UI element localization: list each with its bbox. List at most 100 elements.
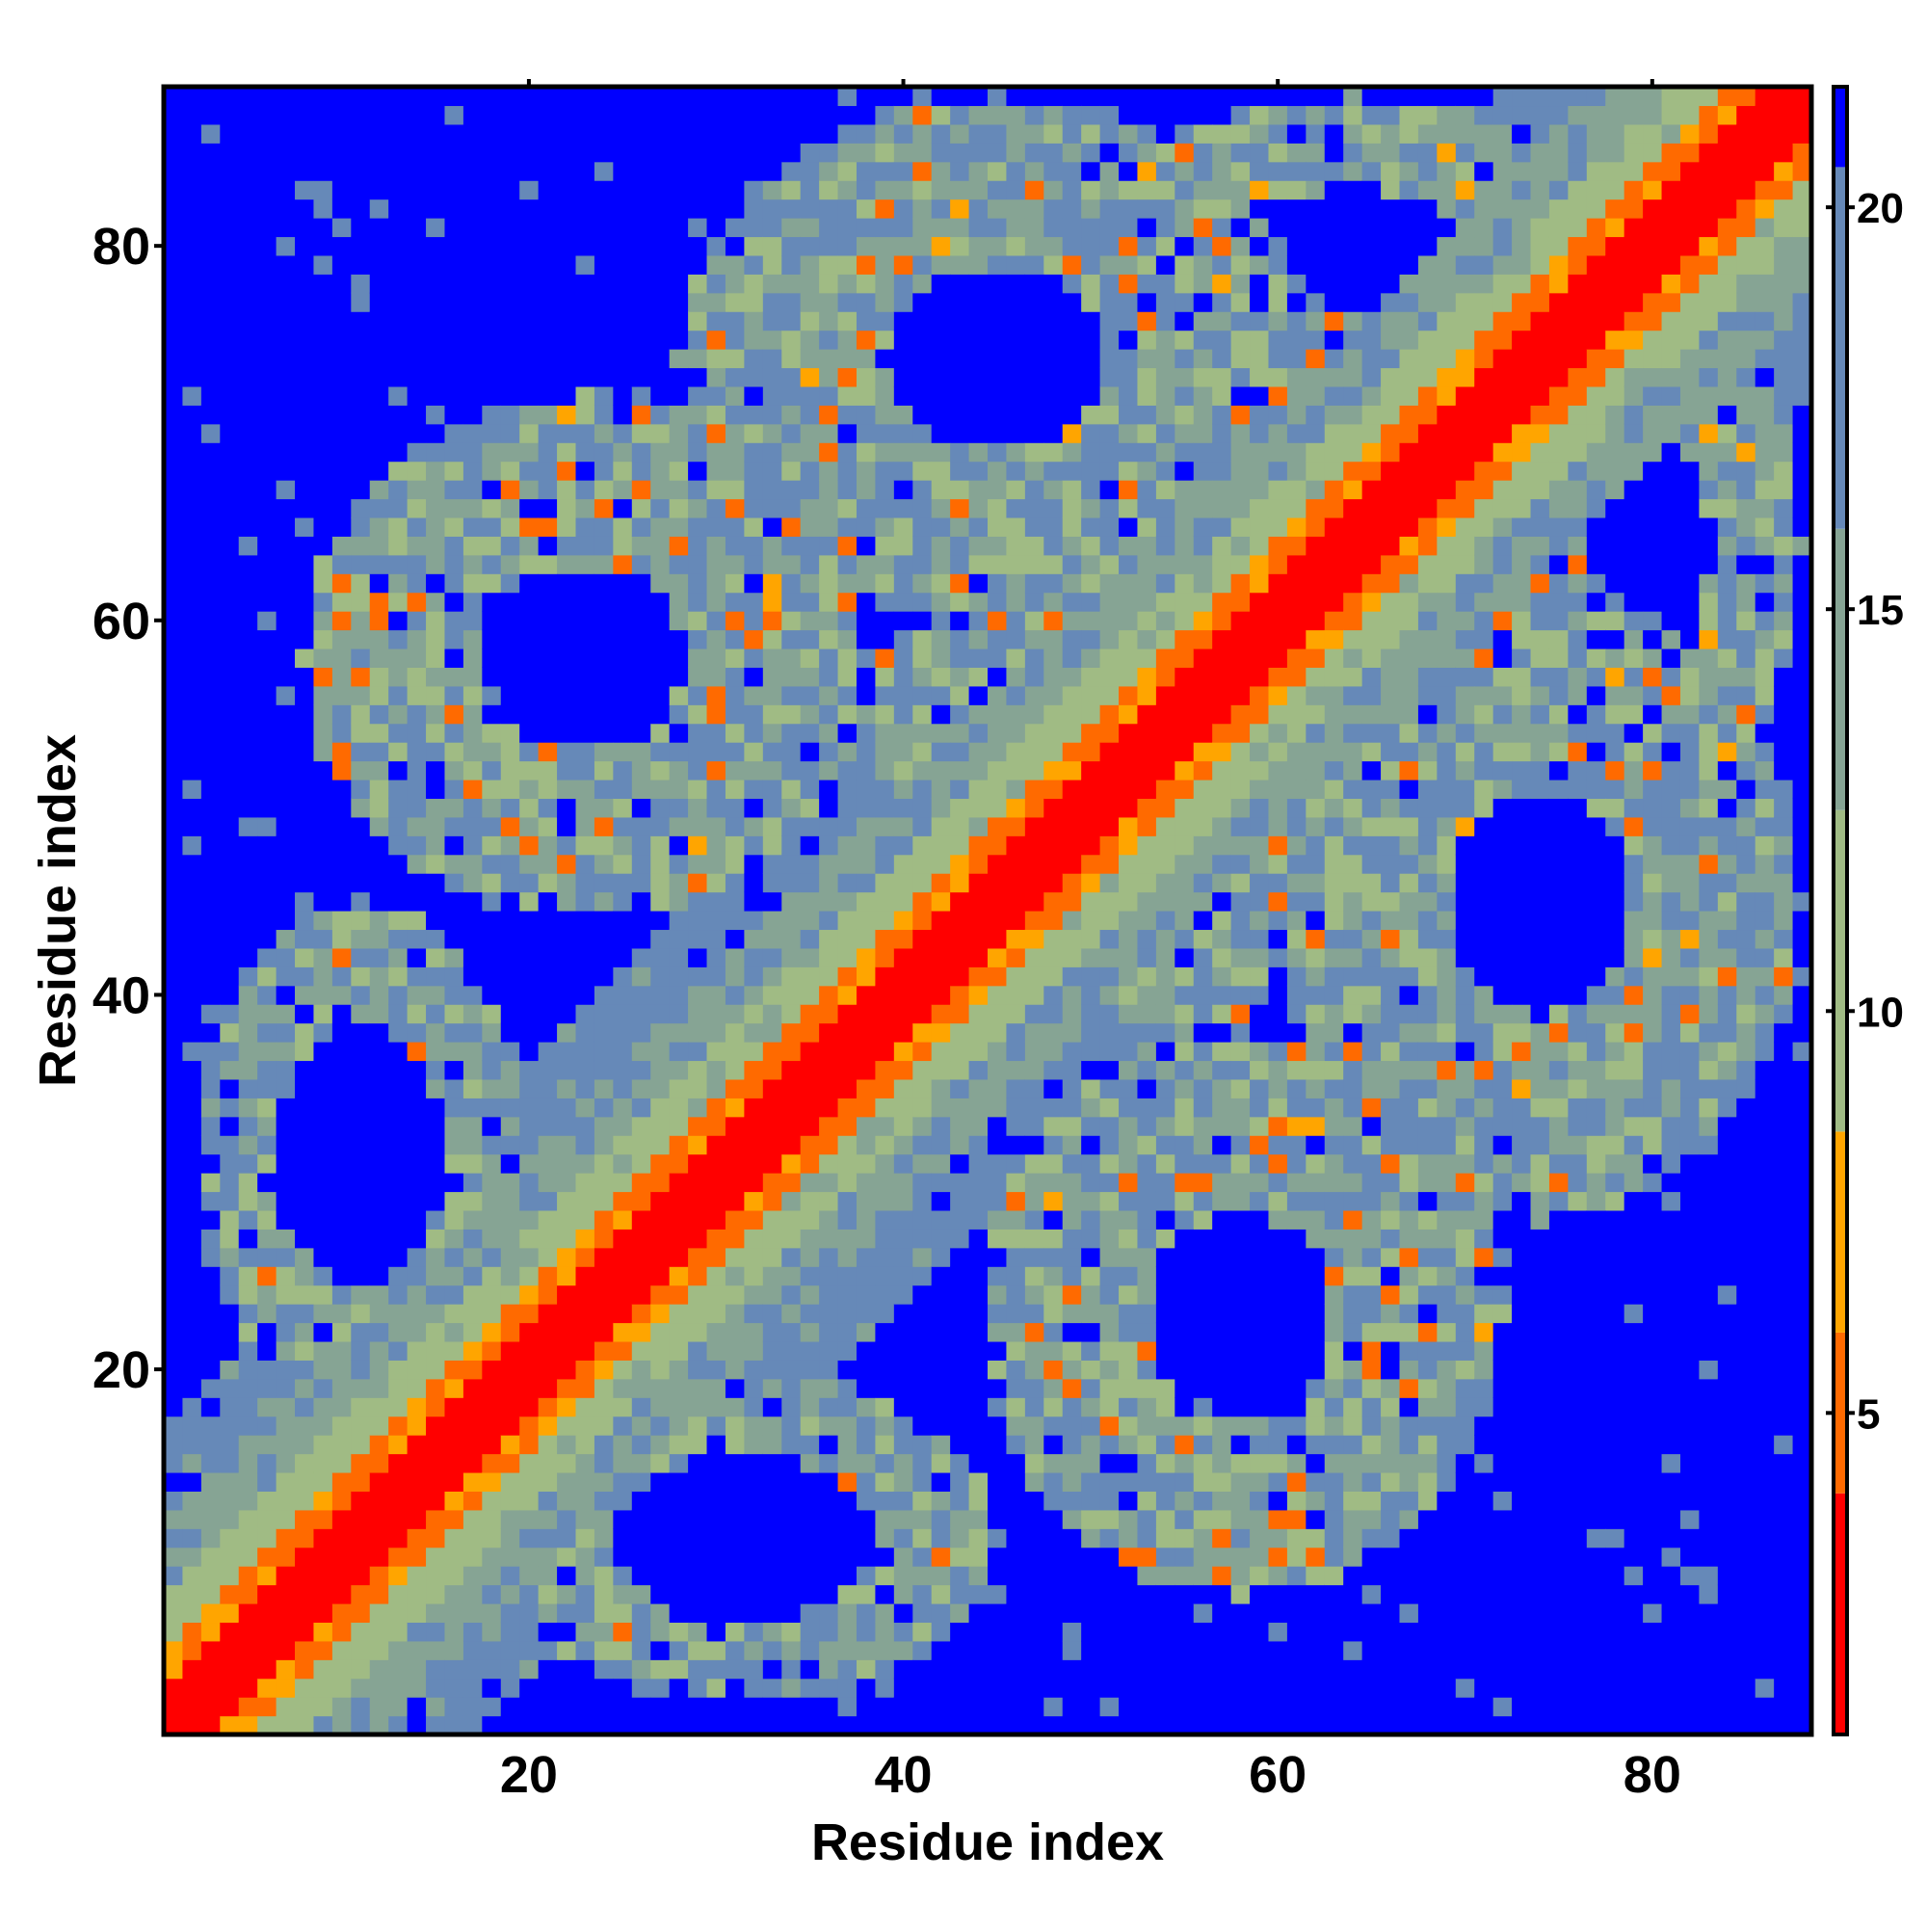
heatmap-cell (1099, 311, 1120, 331)
heatmap-cell (762, 554, 782, 574)
heatmap-cell (1099, 1509, 1120, 1529)
heatmap-cell (912, 87, 933, 107)
heatmap-cell (1155, 1135, 1175, 1155)
heatmap-cell (1062, 1659, 1082, 1680)
heatmap-cell (538, 1435, 558, 1455)
heatmap-cell (762, 254, 782, 275)
heatmap-cell (968, 1360, 989, 1380)
heatmap-cell (1062, 611, 1082, 631)
heatmap-cell (462, 1360, 483, 1380)
heatmap-cell (257, 1266, 277, 1286)
heatmap-cell (650, 1284, 671, 1305)
heatmap-cell (164, 611, 184, 631)
heatmap-cell (238, 1247, 258, 1267)
heatmap-cell (1099, 423, 1120, 443)
heatmap-cell (388, 611, 409, 631)
heatmap-cell (500, 1098, 520, 1118)
heatmap-cell (856, 1435, 877, 1455)
heatmap-cell (688, 180, 708, 200)
heatmap-cell (650, 1135, 671, 1155)
heatmap-cell (182, 1173, 202, 1193)
heatmap-cell (1155, 349, 1175, 369)
heatmap-cell (276, 1547, 296, 1567)
heatmap-cell (331, 1547, 352, 1567)
heatmap-cell (893, 1584, 913, 1604)
heatmap-cell (462, 891, 483, 912)
heatmap-cell (912, 723, 933, 743)
heatmap-cell (1119, 1209, 1139, 1230)
heatmap-cell (594, 123, 614, 144)
heatmap-cell (200, 311, 221, 331)
heatmap-cell (650, 1453, 671, 1473)
heatmap-cell (837, 498, 858, 518)
heatmap-cell (912, 1602, 933, 1624)
heatmap-cell (426, 442, 446, 463)
heatmap-cell (257, 1209, 277, 1230)
heatmap-cell (313, 891, 333, 912)
heatmap-cell (800, 554, 820, 574)
heatmap-cell (613, 1247, 633, 1267)
heatmap-cell (1193, 1659, 1213, 1680)
heatmap-cell (650, 1640, 671, 1660)
heatmap-cell (1155, 1566, 1175, 1586)
heatmap-cell (1155, 1416, 1175, 1436)
heatmap-cell (968, 1266, 989, 1286)
heatmap-cell (1062, 367, 1082, 387)
heatmap-cell (613, 1697, 633, 1717)
heatmap-cell (1006, 330, 1026, 350)
heatmap-cell (575, 367, 595, 387)
heatmap-cell (1024, 311, 1044, 331)
heatmap-cell (519, 929, 540, 949)
heatmap-cell (331, 1116, 352, 1136)
heatmap-cell (276, 274, 296, 294)
heatmap-cell (1099, 629, 1120, 649)
heatmap-cell (1006, 1715, 1026, 1735)
heatmap-cell (631, 723, 651, 743)
heatmap-cell (220, 311, 240, 331)
heatmap-cell (744, 1509, 764, 1529)
heatmap-cell (313, 405, 333, 425)
heatmap-cell (182, 1191, 202, 1211)
heatmap-cell (313, 1715, 333, 1735)
heatmap-cell (819, 1191, 839, 1211)
heatmap-cell (725, 1602, 745, 1624)
heatmap-cell (950, 292, 970, 312)
heatmap-cell (725, 816, 745, 836)
heatmap-cell (968, 1509, 989, 1529)
heatmap-cell (669, 143, 689, 163)
heatmap-cell (1137, 760, 1157, 781)
heatmap-cell (331, 1078, 352, 1098)
heatmap-cell (257, 1715, 277, 1735)
heatmap-cell (1099, 1622, 1120, 1642)
heatmap-cell (200, 1304, 221, 1324)
heatmap-cell (893, 105, 913, 125)
heatmap-cell (1212, 1209, 1232, 1230)
heatmap-cell (1212, 442, 1232, 463)
heatmap-cell (1212, 554, 1232, 574)
heatmap-cell (819, 648, 839, 668)
heatmap-cell (931, 480, 951, 500)
heatmap-cell (200, 1153, 221, 1174)
heatmap-cell (575, 1453, 595, 1473)
heatmap-cell (1212, 667, 1232, 687)
heatmap-cell (893, 1153, 913, 1174)
heatmap-cell (1155, 1004, 1175, 1024)
heatmap-cell (220, 1491, 240, 1511)
heatmap-cell (819, 911, 839, 931)
heatmap-cell (295, 1584, 315, 1604)
heatmap-cell (725, 1622, 745, 1642)
heatmap-cell (893, 161, 913, 181)
heatmap-cell (1024, 723, 1044, 743)
heatmap-cell (968, 536, 989, 556)
heatmap-cell (1043, 1584, 1064, 1604)
heatmap-cell (1137, 1397, 1157, 1417)
heatmap-cell (706, 1528, 726, 1548)
heatmap-cell (220, 292, 240, 312)
heatmap-cell (669, 1659, 689, 1680)
heatmap-cell (1081, 1135, 1101, 1155)
heatmap-cell (1175, 873, 1195, 893)
heatmap-cell (950, 385, 970, 406)
heatmap-cell (1175, 629, 1195, 649)
heatmap-cell (462, 105, 483, 125)
heatmap-cell (557, 1528, 577, 1548)
